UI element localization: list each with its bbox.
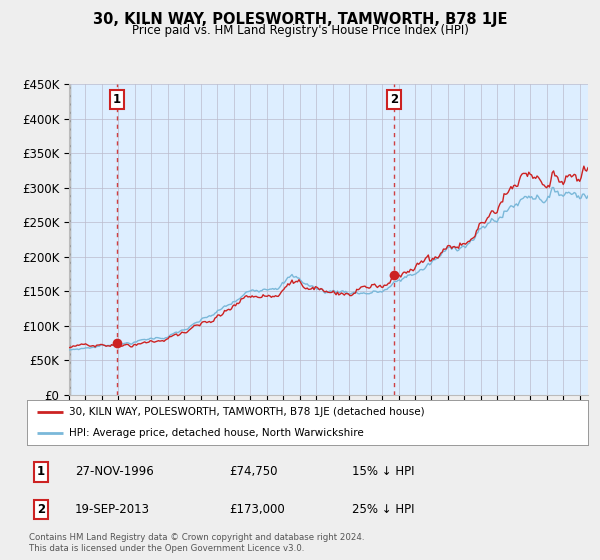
Text: 27-NOV-1996: 27-NOV-1996 [74, 465, 154, 478]
Text: 19-SEP-2013: 19-SEP-2013 [74, 503, 149, 516]
Text: 2: 2 [37, 503, 45, 516]
Text: 30, KILN WAY, POLESWORTH, TAMWORTH, B78 1JE (detached house): 30, KILN WAY, POLESWORTH, TAMWORTH, B78 … [69, 408, 425, 418]
Text: 15% ↓ HPI: 15% ↓ HPI [352, 465, 415, 478]
Text: 1: 1 [37, 465, 45, 478]
Text: 2: 2 [390, 93, 398, 106]
Text: HPI: Average price, detached house, North Warwickshire: HPI: Average price, detached house, Nort… [69, 428, 364, 438]
Text: Price paid vs. HM Land Registry's House Price Index (HPI): Price paid vs. HM Land Registry's House … [131, 24, 469, 37]
Text: 30, KILN WAY, POLESWORTH, TAMWORTH, B78 1JE: 30, KILN WAY, POLESWORTH, TAMWORTH, B78 … [93, 12, 507, 27]
Text: £74,750: £74,750 [229, 465, 277, 478]
Text: £173,000: £173,000 [229, 503, 285, 516]
Text: 1: 1 [113, 93, 121, 106]
Text: 25% ↓ HPI: 25% ↓ HPI [352, 503, 415, 516]
Text: Contains HM Land Registry data © Crown copyright and database right 2024.
This d: Contains HM Land Registry data © Crown c… [29, 533, 364, 553]
